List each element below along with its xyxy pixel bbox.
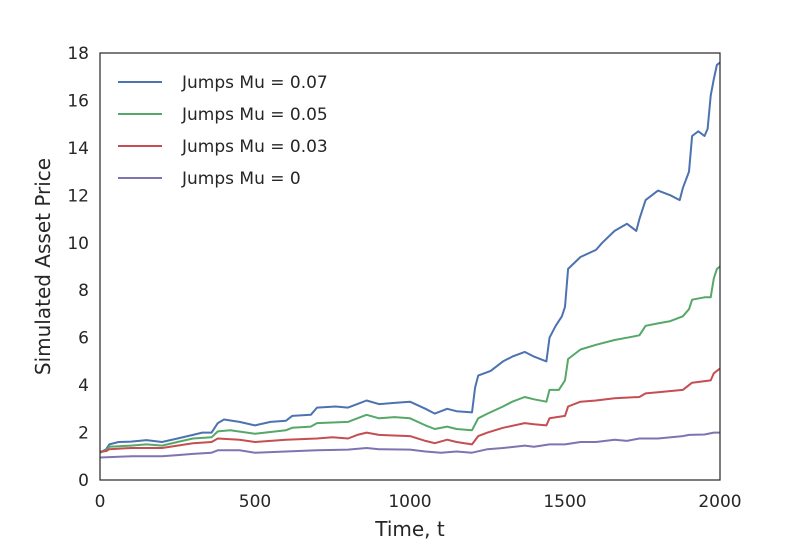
legend-label: Jumps Mu = 0	[181, 169, 301, 189]
y-tick-label: 14	[67, 139, 89, 159]
legend-item: Jumps Mu = 0	[118, 169, 301, 189]
y-tick-label: 0	[78, 471, 89, 491]
legend-label: Jumps Mu = 0.05	[181, 105, 328, 125]
y-axis-ticks: 0 2 4 6 8 10 12 14 16 18	[67, 44, 89, 491]
y-tick-label: 6	[78, 329, 89, 349]
plot-lines	[100, 61, 720, 459]
x-tick-label: 0	[95, 492, 106, 512]
x-tick-label: 500	[239, 492, 271, 512]
x-tick-label: 1500	[543, 492, 586, 512]
series-line-2	[100, 265, 720, 454]
y-tick-label: 2	[78, 424, 89, 444]
legend-label: Jumps Mu = 0.03	[181, 137, 328, 157]
x-tick-label: 1000	[388, 492, 431, 512]
y-axis-label: Simulated Asset Price	[31, 158, 55, 375]
legend-item: Jumps Mu = 0.07	[118, 73, 328, 93]
series-line-3	[100, 367, 720, 453]
legend: Jumps Mu = 0.07 Jumps Mu = 0.05 Jumps Mu =…	[118, 73, 328, 189]
y-tick-label: 4	[78, 376, 89, 396]
legend-label: Jumps Mu = 0.07	[181, 73, 328, 93]
x-axis-ticks: 0 500 1000 1500 2000	[95, 492, 742, 512]
y-tick-label: 8	[78, 281, 89, 301]
legend-item: Jumps Mu = 0.05	[118, 105, 328, 125]
legend-item: Jumps Mu = 0.03	[118, 137, 328, 157]
y-tick-label: 16	[67, 91, 89, 111]
series-line-4	[100, 431, 720, 459]
series-line-1	[100, 61, 720, 454]
x-tick-label: 2000	[698, 492, 741, 512]
x-axis-label: Time, t	[374, 517, 445, 541]
y-tick-label: 18	[67, 44, 89, 64]
y-tick-label: 12	[67, 186, 89, 206]
y-tick-label: 10	[67, 234, 89, 254]
plot-frame	[99, 52, 721, 481]
